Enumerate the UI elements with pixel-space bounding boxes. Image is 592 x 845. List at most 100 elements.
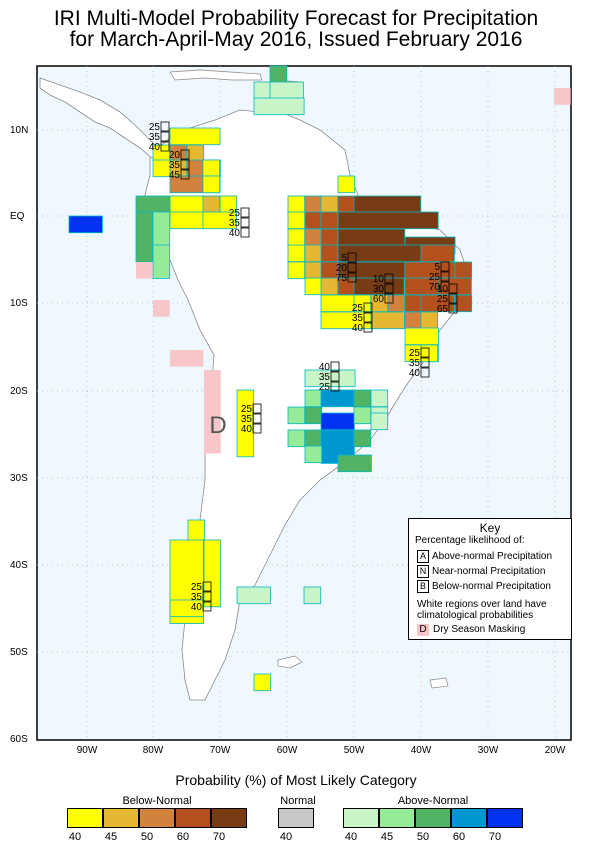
annotation-value: 40	[409, 368, 421, 379]
legend-swatch-above	[451, 808, 487, 828]
legend-above-label: Above-Normal	[397, 795, 469, 807]
central-america-land	[39, 77, 161, 159]
annotation-value: 40	[352, 323, 364, 334]
annotation-box	[440, 261, 450, 272]
forecast-cell	[152, 244, 171, 279]
annotation-value: 35	[191, 592, 203, 603]
map-key: Key Percentage likelihood of: A Above-nor…	[408, 518, 572, 640]
forecast-cell	[320, 412, 355, 431]
annotation-value: 25	[352, 303, 364, 314]
annotation-box	[448, 293, 458, 304]
forecast-cell	[304, 261, 323, 280]
legend-swatch-normal	[278, 808, 314, 828]
forecast-cell	[135, 195, 170, 214]
forecast-cell	[320, 244, 339, 263]
forecast-cell	[404, 294, 423, 313]
annotation-value: 10	[437, 284, 449, 295]
annotation-value: 5	[341, 253, 347, 264]
key-label-near: Near-normal Precipitation	[432, 566, 546, 577]
forecast-cell	[153, 300, 170, 317]
forecast-cell	[135, 211, 154, 263]
annotation-value: 25	[241, 404, 253, 415]
legend-swatch-above	[379, 808, 415, 828]
forecast-cell	[404, 327, 439, 346]
forecast-cell	[287, 406, 306, 425]
forecast-cell	[353, 195, 422, 214]
caribbean-islands	[169, 69, 263, 81]
legend-swatch-above	[487, 808, 523, 828]
forecast-cell	[136, 262, 153, 279]
annotation-box	[420, 357, 430, 368]
forecast-cell	[269, 81, 304, 100]
forecast-cell	[204, 370, 221, 454]
legend-tick-above: 70	[488, 831, 502, 843]
forecast-cell	[404, 311, 423, 330]
legend-swatch-above	[343, 808, 379, 828]
annotation-value: 40	[149, 142, 161, 153]
annotation-value: 70	[429, 282, 441, 293]
forecast-cell	[287, 261, 306, 280]
key-row-above: A Above-normal Precipitation	[417, 550, 552, 563]
forecast-cell	[170, 350, 204, 367]
forecast-cell	[304, 406, 323, 425]
forecast-cell	[370, 311, 405, 330]
annotation-box	[180, 169, 190, 180]
annotation-box	[420, 347, 430, 358]
forecast-cell	[253, 97, 305, 116]
key-letter-n: N	[417, 565, 429, 578]
lon-label-30w: 30W	[477, 745, 499, 756]
lat-label-10n: 10N	[10, 125, 29, 136]
annotation-box	[252, 423, 262, 434]
forecast-cell	[202, 195, 221, 214]
annotation-value: 25	[149, 122, 161, 133]
key-label-dry: Dry Season Masking	[433, 624, 526, 635]
key-note-line-1: White regions over land have	[417, 599, 547, 610]
lon-label-70w: 70W	[209, 745, 231, 756]
annotation-value: 30	[373, 284, 385, 295]
annotation-value: 35	[241, 414, 253, 425]
lon-label-20w: 20W	[544, 745, 566, 756]
annotation-box	[202, 591, 212, 602]
annotation-box	[330, 361, 340, 372]
key-letter-b: B	[417, 580, 429, 593]
lat-label-60s: 60S	[10, 734, 28, 745]
legend-tick-above: 50	[416, 831, 430, 843]
forecast-cell	[202, 175, 221, 194]
annotation-box	[384, 283, 394, 294]
legend-tick-above: 40	[344, 831, 358, 843]
forecast-cell	[320, 211, 339, 230]
annotation-box	[363, 312, 373, 323]
annotation-box	[240, 207, 250, 218]
annotation-value: 40	[191, 602, 203, 613]
annotation-value: 20	[169, 150, 181, 161]
annotation-value: 40	[229, 228, 241, 239]
annotation-value: 25	[429, 272, 441, 283]
annotation-value: 35	[149, 132, 161, 143]
forecast-cell	[454, 261, 473, 280]
legend-tick-below: 40	[68, 831, 82, 843]
legend-tick-below: 60	[176, 831, 190, 843]
annotation-value: 25	[319, 382, 331, 393]
legend-below-label: Below-Normal	[122, 795, 192, 807]
annotation-box	[240, 217, 250, 228]
annotation-box	[363, 302, 373, 313]
forecast-cell	[454, 294, 473, 313]
legend-swatch-above	[415, 808, 451, 828]
key-row-dry: D Dry Season Masking	[417, 624, 525, 636]
lat-label-eq: EQ	[10, 211, 25, 222]
forecast-cell	[287, 244, 306, 263]
map-title: IRI Multi-Model Probability Forecast for…	[0, 8, 592, 50]
legend-swatch-below	[103, 808, 139, 828]
annotation-box	[180, 149, 190, 160]
annotation-value: 25	[229, 208, 241, 219]
forecast-cell	[253, 81, 272, 100]
annotation-box	[202, 601, 212, 612]
annotation-value: 35	[169, 160, 181, 171]
annotation-value: 40	[319, 362, 331, 373]
forecast-grid-cells	[68, 65, 571, 692]
lon-label-60w: 60W	[276, 745, 298, 756]
forecast-cell	[320, 294, 355, 313]
forecast-cell	[68, 215, 103, 234]
legend-tick-below: 70	[212, 831, 226, 843]
